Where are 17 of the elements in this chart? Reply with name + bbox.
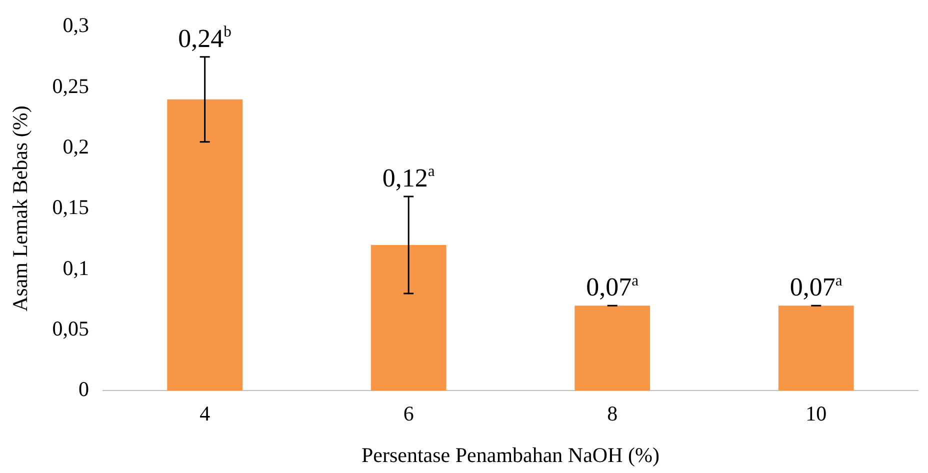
y-axis-title: Asam Lemak Bebas (%) [8,106,32,312]
y-tick-label: 0,3 [62,13,89,38]
bar [370,245,446,391]
y-tick-label: 0 [78,377,89,402]
y-tick-label: 0,15 [52,195,89,220]
y-tick-label: 0,05 [52,316,89,340]
x-tick-label: 6 [403,402,414,426]
x-axis-title: Persentase Penambahan NaOH (%) [361,442,660,467]
x-tick-label: 8 [607,402,618,426]
y-tick-label: 0,25 [52,74,89,98]
bar [778,306,854,391]
y-tick-label: 0,1 [62,256,89,280]
bar [167,99,243,391]
y-tick-label: 0,2 [62,134,89,158]
bar [574,306,650,391]
x-tick-label: 4 [200,402,211,426]
x-tick-label: 10 [806,402,827,426]
